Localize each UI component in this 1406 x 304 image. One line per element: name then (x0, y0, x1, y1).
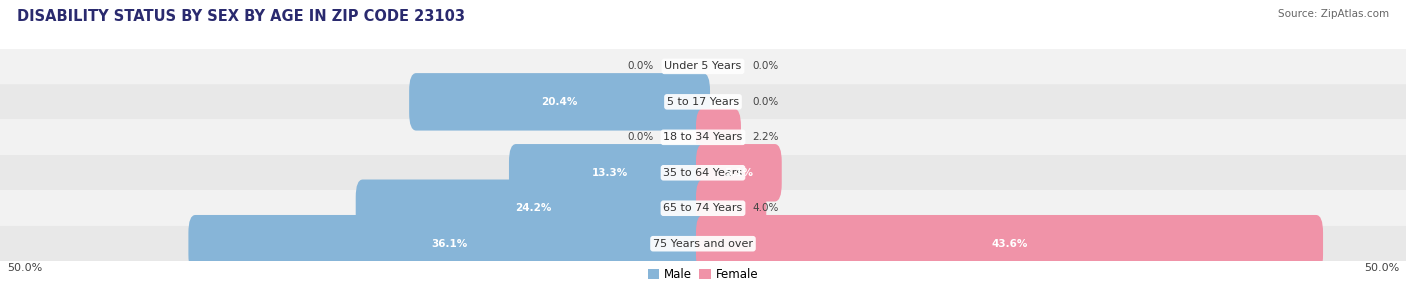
Text: 13.3%: 13.3% (592, 168, 627, 178)
Text: Source: ZipAtlas.com: Source: ZipAtlas.com (1278, 9, 1389, 19)
FancyBboxPatch shape (696, 109, 741, 166)
FancyBboxPatch shape (696, 144, 782, 202)
Text: 50.0%: 50.0% (7, 263, 42, 273)
FancyBboxPatch shape (0, 49, 1406, 84)
FancyBboxPatch shape (509, 144, 710, 202)
FancyBboxPatch shape (0, 191, 1406, 226)
Text: DISABILITY STATUS BY SEX BY AGE IN ZIP CODE 23103: DISABILITY STATUS BY SEX BY AGE IN ZIP C… (17, 9, 465, 24)
Text: Under 5 Years: Under 5 Years (665, 61, 741, 71)
FancyBboxPatch shape (0, 226, 1406, 261)
FancyBboxPatch shape (0, 155, 1406, 191)
Text: 20.4%: 20.4% (541, 97, 578, 107)
FancyBboxPatch shape (696, 179, 766, 237)
Text: 50.0%: 50.0% (1364, 263, 1399, 273)
FancyBboxPatch shape (0, 119, 1406, 155)
Text: 43.6%: 43.6% (991, 239, 1028, 249)
FancyBboxPatch shape (356, 179, 710, 237)
Text: 5.1%: 5.1% (724, 168, 754, 178)
Text: 36.1%: 36.1% (432, 239, 467, 249)
Text: 75 Years and over: 75 Years and over (652, 239, 754, 249)
Text: 0.0%: 0.0% (752, 61, 779, 71)
FancyBboxPatch shape (409, 73, 710, 131)
Text: 24.2%: 24.2% (515, 203, 551, 213)
FancyBboxPatch shape (696, 215, 1323, 272)
Text: 0.0%: 0.0% (627, 61, 654, 71)
Text: 5 to 17 Years: 5 to 17 Years (666, 97, 740, 107)
Text: 4.0%: 4.0% (752, 203, 779, 213)
FancyBboxPatch shape (188, 215, 710, 272)
Text: 18 to 34 Years: 18 to 34 Years (664, 132, 742, 142)
Text: 0.0%: 0.0% (627, 132, 654, 142)
Legend: Male, Female: Male, Female (643, 264, 763, 286)
Text: 65 to 74 Years: 65 to 74 Years (664, 203, 742, 213)
Text: 0.0%: 0.0% (752, 97, 779, 107)
FancyBboxPatch shape (0, 84, 1406, 119)
Text: 35 to 64 Years: 35 to 64 Years (664, 168, 742, 178)
Text: 2.2%: 2.2% (752, 132, 779, 142)
